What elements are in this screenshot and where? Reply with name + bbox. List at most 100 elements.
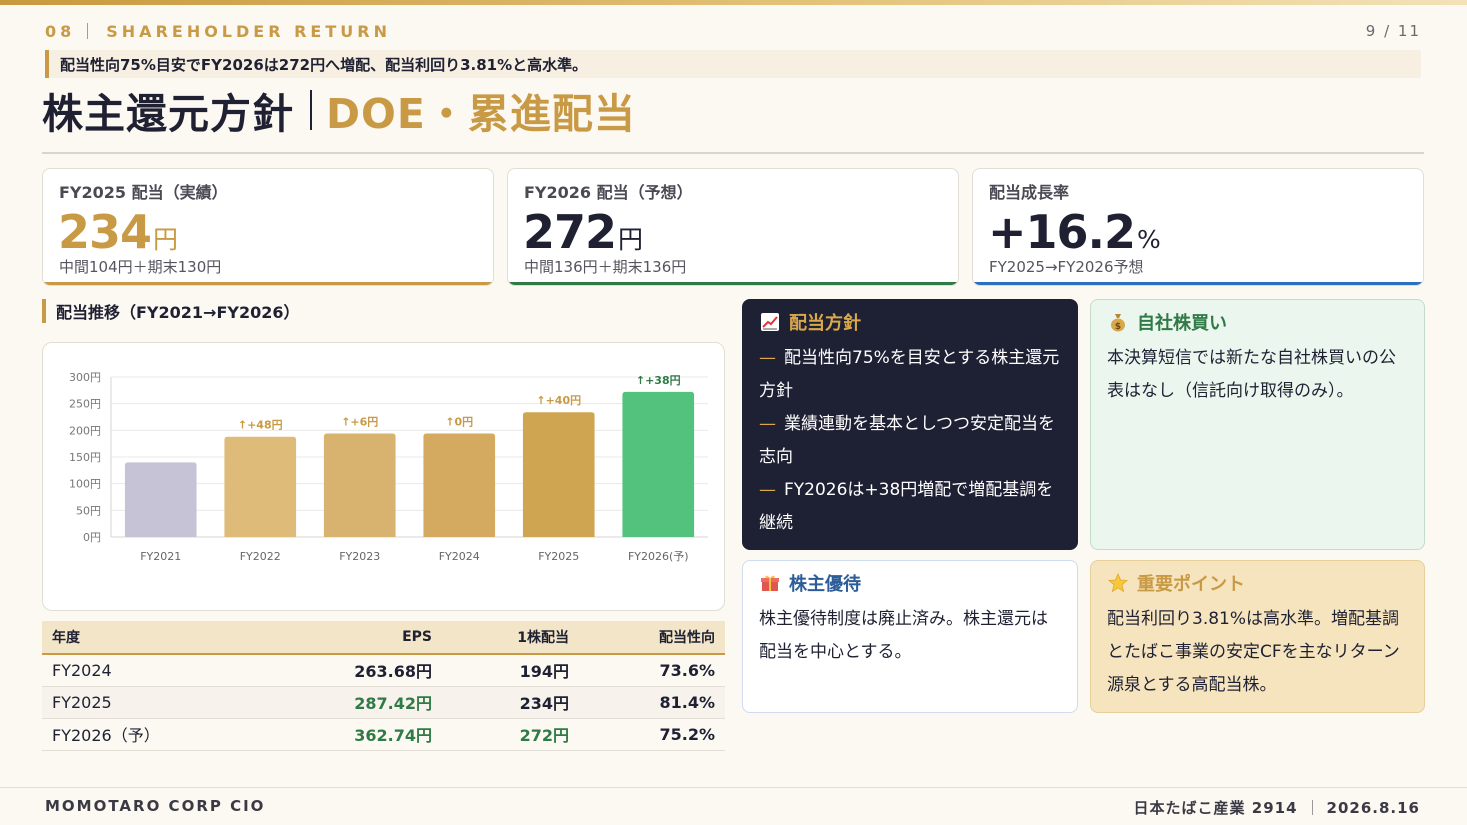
kpi-unit: 円 [153, 225, 179, 254]
cell-dps: 194円 [432, 654, 569, 687]
bar-FY2022 [224, 436, 297, 537]
gift-icon [759, 572, 781, 594]
top-accent-bar [0, 0, 1467, 5]
dividend-policy-card: 配当方針 — 配当性向75%を目安とする株主還元方針 — 業績連動を基本としつつ安定… [742, 299, 1078, 550]
page-title-main: 株主還元方針 [42, 90, 294, 138]
money-bag-icon: $ [1107, 311, 1129, 333]
footer-meta: 日本たばこ産業 2914 2026.8.16 [1134, 797, 1420, 818]
card-title-text: 株主優待 [789, 574, 861, 595]
kpi-sub: 中間104円＋期末130円 [59, 258, 222, 276]
y-tick-label: 200円 [69, 424, 101, 437]
header-row: 08 SHAREHOLDER RETURN 9 / 11 [45, 20, 1421, 42]
kpi-sub: FY2025→FY2026予想 [989, 258, 1144, 276]
kpi-value: 234 円 [58, 205, 178, 259]
footer-author: MOMOTARO CORP CIO [45, 797, 266, 815]
chart-increasing-icon [759, 311, 781, 333]
chart-section-title-text: 配当推移（FY2021→FY2026） [56, 303, 300, 322]
card-body: 本決算短信では新たな自社株買いの公表はなし（信託向け取得のみ）。 [1107, 348, 1396, 401]
kpi-number: +16.2 [988, 205, 1136, 259]
kpi-label: FY2026 配当（予想） [524, 183, 693, 202]
dividend-bar-chart: 0円 50円 100円 150円 200円 250円 300円 FY2021 FY2022 ↑+4… [69, 371, 708, 563]
kpi-card-fy2025-dividend: FY2025 配当（実績） 234 円 中間104円＋期末130円 [42, 168, 494, 286]
y-tick-label: 300円 [69, 371, 101, 384]
bar-FY2021 [124, 462, 197, 537]
card-title-text: 重要ポイント [1137, 574, 1245, 595]
y-tick-label: 50円 [76, 504, 101, 517]
x-tick-label: FY2023 [339, 550, 380, 563]
table-row: FY2026（予） 362.74円 272円 75.2% [42, 718, 725, 751]
footer-company: 日本たばこ産業 2914 [1133, 799, 1298, 817]
title-rule [42, 152, 1424, 154]
card-body: 配当利回り3.81%は高水準。増配基調とたばこ事業の安定CFを主なリターン源泉と… [1107, 609, 1400, 695]
table-row: FY2024 263.68円 194円 73.6% [42, 654, 725, 687]
svg-text:$: $ [1115, 322, 1121, 332]
card-title-text: 配当方針 [789, 313, 861, 334]
cell-payout: 73.6% [569, 654, 725, 687]
policy-item: — 配当性向75%を目安とする株主還元方針 [759, 348, 1060, 401]
policy-item: — 業績連動を基本としつつ安定配当を志向 [759, 414, 1055, 467]
x-tick-label: FY2026(予) [628, 550, 689, 563]
kpi-accent-bar [43, 282, 493, 285]
header-dps: 1株配当 [432, 621, 569, 655]
cell-dps: 234円 [432, 686, 569, 719]
bar-annotation: ↑+40円 [536, 394, 581, 407]
kpi-label: FY2025 配当（実績） [59, 183, 228, 202]
table-header-row: 年度 EPS 1株配当 配当性向 [42, 621, 725, 655]
footer-date: 2026.8.16 [1326, 798, 1420, 817]
shareholder-benefits-card: 株主優待 株主優待制度は廃止済み。株主還元は配当を中心とする。 [742, 560, 1078, 713]
y-tick-label: 0円 [83, 531, 101, 544]
card-title: 株主優待 [759, 571, 1061, 595]
section-label: SHAREHOLDER RETURN [106, 21, 391, 41]
bar-FY2024 [423, 433, 496, 537]
section-number: 08 [45, 21, 76, 41]
kpi-accent-bar [973, 282, 1423, 285]
kpi-value: 272 円 [523, 205, 643, 259]
page-title-accent: DOE・累進配当 [326, 90, 636, 138]
cell-year: FY2024 [42, 654, 222, 687]
card-body: 株主優待制度は廃止済み。株主還元は配当を中心とする。 [759, 609, 1048, 662]
card-title: 重要ポイント [1107, 571, 1408, 595]
table-row: FY2025 287.42円 234円 81.4% [42, 686, 725, 719]
y-tick-label: 150円 [69, 451, 101, 464]
star-icon [1107, 572, 1129, 594]
bar-FY2025 [522, 412, 595, 537]
x-tick-label: FY2024 [439, 550, 480, 563]
kpi-value: +16.2 % [988, 205, 1161, 259]
cell-payout: 81.4% [569, 686, 725, 719]
key-point-card: 重要ポイント 配当利回り3.81%は高水準。増配基調とたばこ事業の安定CFを主な… [1090, 560, 1425, 713]
card-title: $ 自社株買い [1107, 310, 1408, 334]
cell-year: FY2025 [42, 686, 222, 719]
header-year: 年度 [42, 621, 222, 655]
bar-annotation: ↑+38円 [636, 374, 681, 387]
cell-year: FY2026（予） [42, 718, 222, 751]
section-divider [87, 23, 89, 39]
bar-annotation: ↑+48円 [238, 419, 283, 432]
x-tick-label: FY2025 [538, 550, 579, 563]
x-tick-label: FY2021 [140, 550, 181, 563]
footer-divider [1311, 800, 1313, 815]
kpi-label: 配当成長率 [989, 183, 1070, 202]
y-tick-label: 250円 [69, 398, 101, 411]
cell-eps: 287.42円 [222, 686, 432, 719]
cell-eps: 362.74円 [222, 718, 432, 751]
kpi-card-fy2026-dividend: FY2026 配当（予想） 272 円 中間136円＋期末136円 [507, 168, 959, 286]
section-tag: 08 SHAREHOLDER RETURN [45, 22, 391, 41]
page-indicator: 9 / 11 [1365, 22, 1421, 40]
cell-eps: 263.68円 [222, 654, 432, 687]
cell-dps: 272円 [432, 718, 569, 751]
y-tick-label: 100円 [69, 478, 101, 491]
policy-item: — FY2026は+38円増配で増配基調を継続 [759, 480, 1054, 533]
dividend-chart: 0円 50円 100円 150円 200円 250円 300円 FY2021 FY2022 ↑+4… [42, 342, 725, 611]
cell-payout: 75.2% [569, 718, 725, 751]
page-title: 株主還元方針 DOE・累進配当 [42, 84, 636, 138]
header-eps: EPS [222, 621, 432, 655]
card-title-text: 自社株買い [1137, 313, 1227, 334]
footer-rule [0, 787, 1467, 788]
x-tick-label: FY2022 [240, 550, 281, 563]
bar-annotation: ↑0円 [445, 416, 473, 429]
header-payout: 配当性向 [569, 621, 725, 655]
bar-FY2026(予) [622, 391, 695, 537]
kpi-unit: % [1137, 225, 1161, 254]
bar-FY2023 [323, 433, 396, 537]
kpi-unit: 円 [618, 225, 644, 254]
